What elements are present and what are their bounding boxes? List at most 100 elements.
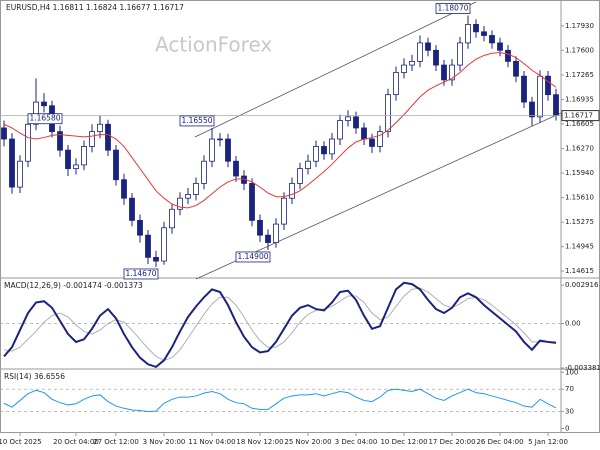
candle-body — [161, 227, 167, 262]
y-tick-label: 0 — [565, 425, 569, 433]
candle-body — [473, 24, 479, 33]
y-tick-label: 0.002916 — [565, 281, 599, 289]
annotation-label: 1.18070 — [437, 4, 468, 13]
annotation-box — [123, 268, 159, 280]
candle-body — [25, 123, 31, 162]
annotation-label: 1.16580 — [29, 114, 60, 123]
candle-body — [289, 183, 295, 199]
x-tick-label: 27 Oct 12:00 — [93, 438, 139, 446]
candle-body — [345, 116, 351, 121]
candle-body — [273, 223, 279, 243]
candle-body — [497, 42, 503, 51]
y-tick-label: 1.17600 — [565, 46, 594, 54]
frame — [0, 0, 600, 433]
candle-body — [385, 94, 391, 133]
candle-body — [249, 183, 255, 221]
candle-body — [481, 31, 487, 36]
candle-body — [225, 138, 231, 162]
candle-body — [201, 160, 207, 184]
candle-body — [113, 149, 119, 181]
y-tick-label: 100 — [565, 368, 578, 376]
x-tick-label: 18 Nov 12:00 — [236, 438, 283, 446]
candle-body — [457, 42, 463, 66]
candle-body — [545, 75, 551, 96]
y-tick-label: 1.17265 — [565, 71, 594, 79]
last-price-label: 1.16717 — [564, 112, 593, 120]
candle-body — [169, 208, 175, 229]
candle-body — [145, 234, 151, 258]
candle-body — [353, 116, 359, 129]
indicator-line — [3, 287, 557, 361]
candle-body — [137, 219, 143, 236]
last-price-box — [561, 110, 600, 122]
candle-body — [177, 197, 183, 210]
candle-body — [97, 123, 103, 133]
x-tick-label: 25 Nov 20:00 — [284, 438, 331, 446]
candle-body — [233, 160, 239, 177]
annotation-label: 1.16550 — [181, 116, 212, 125]
candle-body — [409, 60, 415, 66]
annotation-box — [235, 251, 271, 263]
indicator-line — [3, 281, 557, 369]
candle-body — [433, 49, 439, 66]
x-tick-label: 10 Dec 12:00 — [380, 438, 427, 446]
candle-body — [185, 194, 191, 199]
y-tick-label: 1.16270 — [565, 145, 594, 153]
x-tick-label: 10 Oct 2025 — [0, 438, 42, 446]
candle-body — [417, 42, 423, 62]
annotation-label: 1.14670 — [125, 269, 156, 278]
y-tick-label: 1.15940 — [565, 169, 594, 177]
candle-body — [489, 35, 495, 44]
candle-body — [505, 49, 511, 62]
watermark: ActionForex — [155, 33, 272, 57]
candle-body — [465, 24, 471, 44]
y-tick-label: 1.16935 — [565, 95, 594, 103]
x-tick-label: 3 Dec 04:00 — [335, 438, 378, 446]
candle-body — [313, 146, 319, 162]
candle-body — [17, 160, 23, 188]
candle-body — [425, 42, 431, 51]
y-tick-label: 1.16605 — [565, 120, 594, 128]
candle-body — [449, 64, 455, 81]
candle-body — [281, 197, 287, 225]
chart-title: EURUSD,H4 1.16811 1.16824 1.16677 1.1671… — [6, 3, 184, 12]
candle-body — [305, 160, 311, 170]
candle-body — [321, 146, 327, 155]
channel-line — [194, 1, 477, 138]
candle-body — [257, 219, 263, 236]
candle-body — [89, 131, 95, 147]
y-tick-label: 30 — [565, 408, 574, 416]
candle-body — [553, 94, 559, 116]
candle-body — [513, 60, 519, 77]
candle-body — [57, 131, 63, 151]
x-tick-label: 5 Jan 12:00 — [528, 438, 568, 446]
y-tick-label: -0.003381 — [565, 364, 600, 372]
candle-body — [209, 138, 215, 162]
candle-body — [401, 64, 407, 73]
y-tick-label: 1.14615 — [565, 267, 594, 275]
candle-body — [393, 72, 399, 96]
candle-body — [1, 127, 7, 140]
y-tick-label: 1.17930 — [565, 22, 594, 30]
rsi-title: RSI(14) 36.6556 — [4, 372, 65, 381]
annotation-box — [179, 115, 215, 127]
y-tick-label: 1.15275 — [565, 218, 594, 226]
candle-body — [33, 101, 39, 125]
candle-body — [153, 256, 159, 262]
x-tick-label: 3 Nov 20:00 — [143, 438, 186, 446]
candle-body — [41, 101, 47, 107]
candle-body — [441, 64, 447, 81]
candle-body — [65, 149, 71, 170]
candle-body — [297, 168, 303, 184]
x-tick-label: 26 Dec 04:00 — [476, 438, 523, 446]
candle-body — [121, 179, 127, 199]
annotation-label: 1.14900 — [237, 252, 268, 261]
y-tick-label: 0.00 — [565, 320, 581, 328]
candle-body — [537, 75, 543, 118]
candle-body — [377, 131, 383, 147]
y-tick-label: 1.14945 — [565, 243, 594, 251]
channel-line — [195, 112, 562, 280]
candle-body — [361, 127, 367, 140]
x-tick-label: 11 Nov 04:00 — [188, 438, 235, 446]
